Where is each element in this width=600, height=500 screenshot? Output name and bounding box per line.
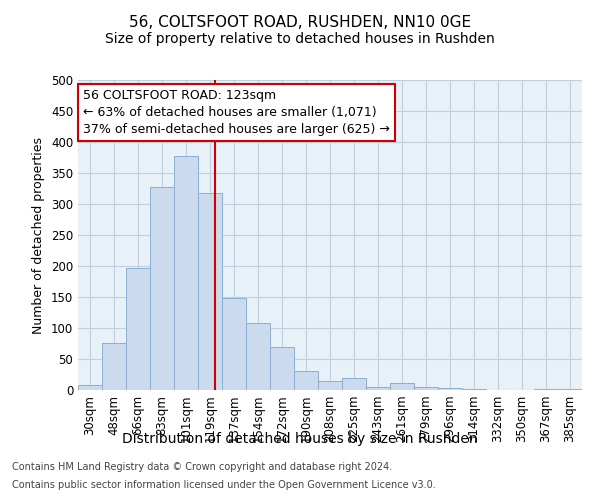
Bar [342, 378, 366, 390]
Bar [534, 389, 558, 390]
Text: 56 COLTSFOOT ROAD: 123sqm
← 63% of detached houses are smaller (1,071)
37% of se: 56 COLTSFOOT ROAD: 123sqm ← 63% of detac… [83, 90, 390, 136]
Text: Distribution of detached houses by size in Rushden: Distribution of detached houses by size … [122, 432, 478, 446]
Bar [366, 387, 390, 390]
Bar [198, 193, 222, 390]
Bar [174, 156, 198, 390]
Bar [294, 372, 318, 390]
Bar [246, 323, 270, 390]
Bar [222, 298, 246, 390]
Text: 56, COLTSFOOT ROAD, RUSHDEN, NN10 0GE: 56, COLTSFOOT ROAD, RUSHDEN, NN10 0GE [129, 15, 471, 30]
Bar [414, 387, 438, 390]
Bar [558, 389, 582, 390]
Y-axis label: Number of detached properties: Number of detached properties [32, 136, 46, 334]
Bar [126, 268, 150, 390]
Text: Contains HM Land Registry data © Crown copyright and database right 2024.: Contains HM Land Registry data © Crown c… [12, 462, 392, 472]
Text: Size of property relative to detached houses in Rushden: Size of property relative to detached ho… [105, 32, 495, 46]
Text: Contains public sector information licensed under the Open Government Licence v3: Contains public sector information licen… [12, 480, 436, 490]
Bar [270, 346, 294, 390]
Bar [150, 186, 174, 390]
Bar [102, 343, 126, 390]
Bar [78, 385, 102, 390]
Bar [318, 380, 342, 390]
Bar [390, 383, 414, 390]
Bar [438, 388, 462, 390]
